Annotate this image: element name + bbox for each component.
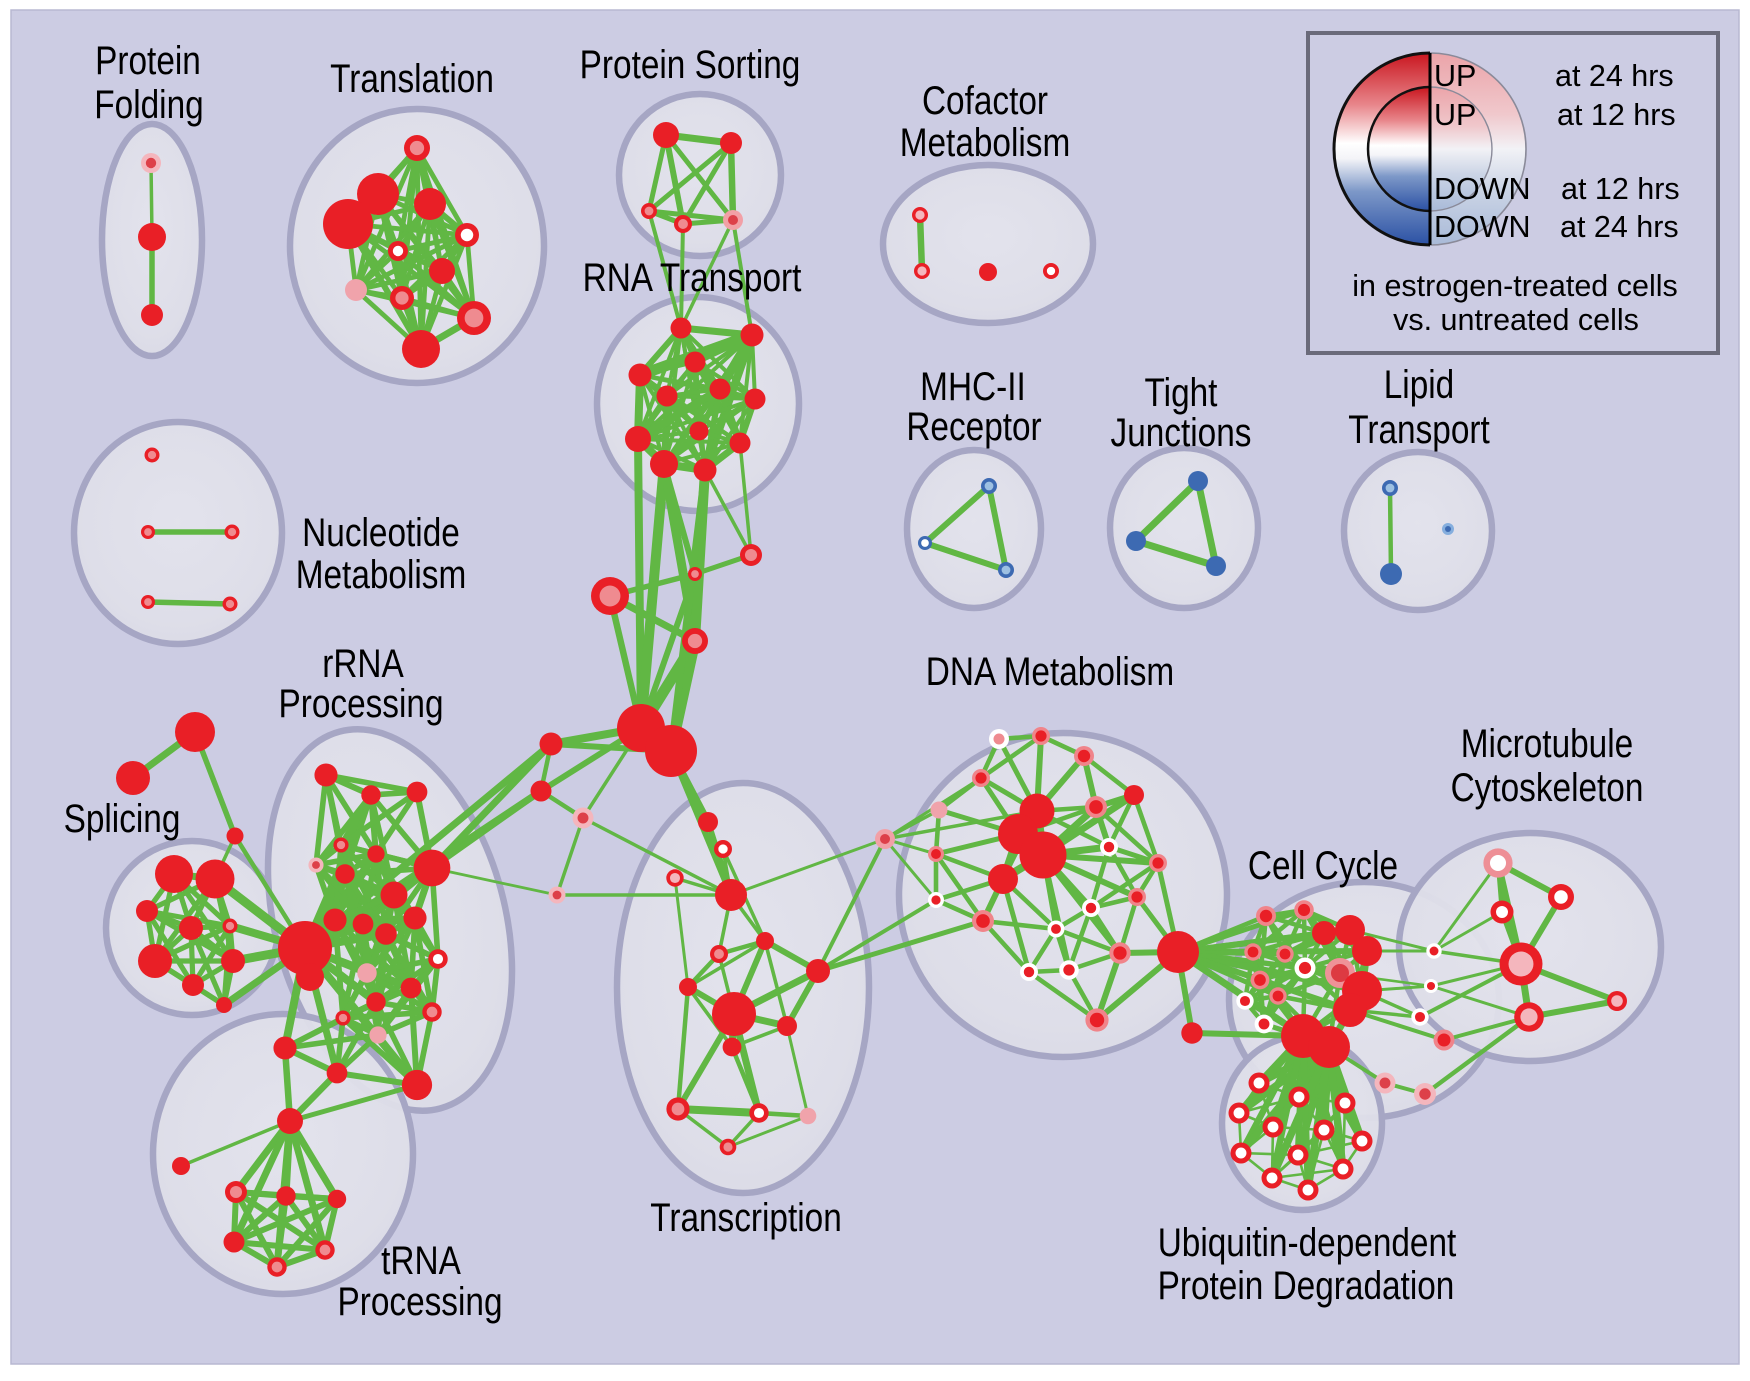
svg-text:MHC-II: MHC-II [920,364,1026,408]
svg-text:Metabolism: Metabolism [296,552,467,596]
svg-text:Metabolism: Metabolism [900,120,1071,164]
svg-text:Cofactor: Cofactor [922,78,1048,122]
svg-text:Cytoskeleton: Cytoskeleton [1451,765,1644,809]
svg-text:Ubiquitin-dependent: Ubiquitin-dependent [1158,1220,1457,1264]
svg-text:Protein: Protein [95,38,201,82]
svg-text:Transport: Transport [1348,407,1490,451]
svg-text:Processing: Processing [278,681,443,725]
svg-text:Transcription: Transcription [650,1195,842,1239]
svg-text:Junctions: Junctions [1111,410,1252,454]
svg-text:Tight: Tight [1145,370,1218,414]
svg-text:UP: UP [1434,98,1476,132]
svg-text:DNA Metabolism: DNA Metabolism [926,649,1174,693]
svg-text:Lipid: Lipid [1384,362,1454,406]
svg-text:at 12 hrs: at 12 hrs [1561,172,1680,206]
svg-text:DOWN: DOWN [1434,210,1531,244]
svg-text:in estrogen-treated cells: in estrogen-treated cells [1352,269,1678,303]
svg-text:at 12 hrs: at 12 hrs [1557,98,1676,132]
svg-text:at 24 hrs: at 24 hrs [1555,59,1674,93]
svg-text:rRNA: rRNA [322,641,404,685]
svg-text:Cell Cycle: Cell Cycle [1248,843,1398,887]
svg-text:Translation: Translation [330,56,494,100]
svg-text:Protein Degradation: Protein Degradation [1158,1263,1455,1307]
svg-text:vs. untreated cells: vs. untreated cells [1393,303,1639,337]
svg-text:UP: UP [1434,59,1476,93]
svg-text:Folding: Folding [94,82,203,126]
svg-text:RNA Transport: RNA Transport [583,255,802,299]
svg-text:Splicing: Splicing [64,796,181,840]
svg-text:Microtubule: Microtubule [1461,721,1633,765]
svg-text:Processing: Processing [337,1279,502,1323]
svg-text:Receptor: Receptor [906,404,1041,448]
svg-text:Nucleotide: Nucleotide [302,510,460,554]
svg-text:DOWN: DOWN [1434,172,1531,206]
svg-text:at 24 hrs: at 24 hrs [1560,210,1679,244]
svg-text:Protein Sorting: Protein Sorting [580,42,801,86]
svg-text:tRNA: tRNA [381,1238,461,1282]
